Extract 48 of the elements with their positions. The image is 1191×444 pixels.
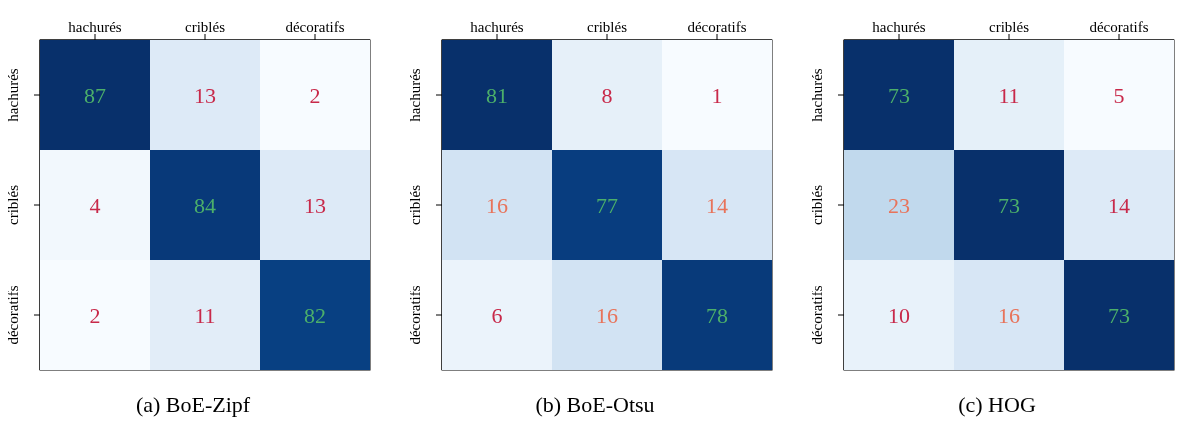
data-label: 2: [309, 82, 321, 108]
data-label: 2: [89, 302, 101, 328]
x-tick-label: hachurés: [872, 19, 926, 35]
data-label: 8: [601, 82, 613, 108]
data-label: 6: [491, 302, 503, 328]
data-label: 77: [596, 192, 618, 218]
data-label: 1: [711, 82, 723, 108]
data-label: 4: [89, 192, 101, 218]
y-tick-label: criblés: [809, 184, 825, 225]
y-tick-label: hachurés: [407, 68, 423, 122]
data-label: 5: [1113, 82, 1125, 108]
data-label: 11: [194, 302, 216, 328]
data-label: 81: [486, 82, 508, 108]
x-tick-label: criblés: [989, 19, 1030, 35]
x-tick-label: décoratifs: [687, 19, 747, 35]
data-label: 23: [888, 192, 910, 218]
data-label: 73: [888, 82, 910, 108]
data-label: 11: [998, 82, 1020, 108]
data-label: 16: [486, 192, 508, 218]
data-label: 10: [888, 302, 910, 328]
text: (a) BoE-Zipf: [135, 392, 251, 418]
x-tick-label: décoratifs: [1089, 19, 1149, 35]
data-label: 82: [304, 302, 326, 328]
data-label: 16: [998, 302, 1020, 328]
y-tick-label: décoratifs: [5, 285, 21, 345]
text: (c) HOG: [958, 392, 1036, 418]
x-tick-label: hachurés: [68, 19, 122, 35]
y-tick-label: criblés: [407, 184, 423, 225]
y-tick-label: décoratifs: [809, 285, 825, 345]
x-tick-label: criblés: [587, 19, 628, 35]
y-tick-label: décoratifs: [407, 285, 423, 345]
data-label: 84: [194, 192, 216, 218]
text: (b) BoE-Otsu: [535, 392, 655, 418]
data-label: 78: [706, 302, 728, 328]
data-label: 87: [84, 82, 106, 108]
x-tick-label: décoratifs: [285, 19, 345, 35]
data-label: 16: [596, 302, 618, 328]
data-label: 14: [706, 192, 728, 218]
data-label: 73: [998, 192, 1020, 218]
data-label: 13: [194, 82, 216, 108]
data-label: 13: [304, 192, 326, 218]
y-tick-label: criblés: [5, 184, 21, 225]
data-label: 14: [1108, 192, 1130, 218]
x-tick-label: criblés: [185, 19, 226, 35]
y-tick-label: hachurés: [5, 68, 21, 122]
y-tick-label: hachurés: [809, 68, 825, 122]
x-tick-label: hachurés: [470, 19, 524, 35]
data-label: 73: [1108, 302, 1130, 328]
